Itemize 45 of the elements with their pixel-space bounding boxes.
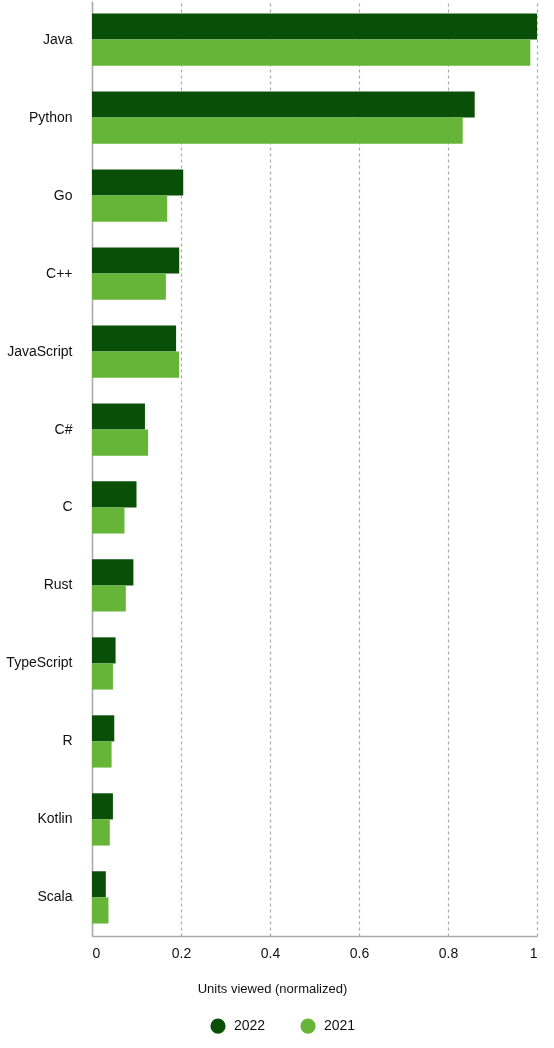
y-tick-label: Kotlin [37, 810, 73, 827]
bar [92, 871, 106, 898]
x-tick-label: 0.8 [438, 944, 459, 961]
bar [92, 585, 126, 612]
bar [92, 195, 168, 222]
legend-label: 2022 [234, 1017, 266, 1034]
x-tick-label: 0.2 [171, 944, 192, 961]
y-tick-label: Scala [37, 888, 73, 905]
y-tick-label: Java [42, 30, 73, 47]
bar [92, 351, 180, 378]
bar [92, 637, 116, 664]
bar [92, 741, 112, 768]
bar [92, 13, 537, 40]
bar [92, 429, 149, 456]
y-tick-label: Python [28, 108, 73, 125]
bar [92, 481, 137, 508]
legend-label: 2021 [324, 1017, 356, 1034]
y-tick-label: C# [54, 420, 73, 437]
bar [92, 117, 463, 144]
x-tick-label: 0 [92, 944, 101, 961]
x-tick-label: 1 [529, 944, 538, 961]
y-tick-label: R [62, 732, 73, 749]
y-tick-label: C [62, 498, 73, 515]
y-tick-label: JavaScript [7, 342, 73, 359]
y-tick-label: Go [53, 186, 73, 203]
bar [92, 403, 145, 430]
y-tick-label: C++ [46, 264, 73, 281]
bar [92, 91, 475, 118]
x-tick-label: 0.6 [349, 944, 370, 961]
bar [92, 793, 113, 820]
bar [92, 663, 113, 690]
bar [92, 325, 177, 352]
y-tick-label: TypeScript [6, 654, 73, 671]
bar [92, 897, 109, 924]
bar [92, 507, 125, 534]
bar [92, 819, 110, 846]
y-tick-label: Rust [43, 576, 73, 593]
bar [92, 169, 184, 196]
bar [92, 559, 134, 586]
x-tick-label: 0.4 [260, 944, 281, 961]
bar [92, 39, 531, 66]
x-axis-title: Units viewed (normalized) [197, 980, 348, 996]
bar [92, 715, 115, 742]
bar [92, 273, 166, 300]
bar [92, 247, 180, 274]
